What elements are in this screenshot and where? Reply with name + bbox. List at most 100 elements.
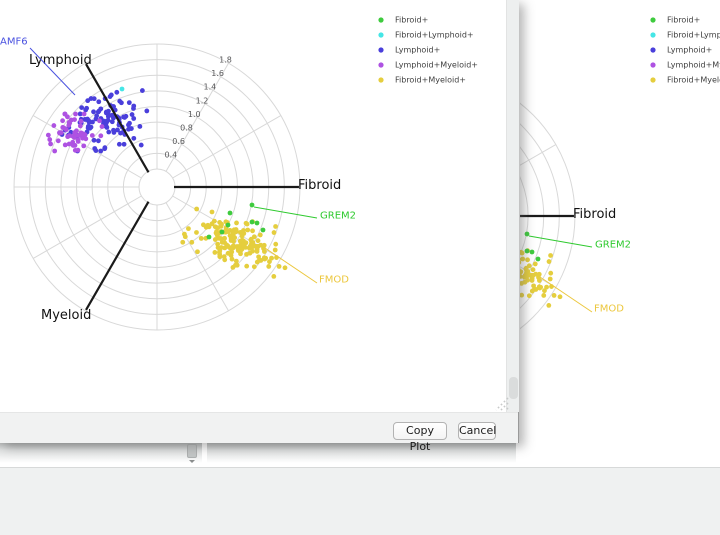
data-point (77, 111, 83, 117)
legend-swatch (650, 32, 656, 38)
category-axis (85, 63, 150, 173)
data-point (225, 250, 231, 256)
data-point (219, 229, 225, 235)
data-point (111, 127, 116, 133)
data-point (206, 234, 212, 240)
data-point (525, 257, 530, 263)
data-point (89, 133, 95, 138)
background-pane-left (0, 440, 202, 467)
data-point (218, 245, 224, 250)
data-point (536, 278, 542, 283)
data-point (90, 119, 95, 125)
data-point (70, 139, 76, 145)
radial-tick-label: 1.4 (203, 83, 216, 92)
data-point (65, 134, 71, 140)
data-point (535, 256, 541, 262)
data-point (99, 124, 105, 129)
data-point (247, 250, 253, 256)
data-point (195, 249, 200, 255)
data-point (88, 124, 94, 130)
legend-label: Lymphoid+Myeloid+ (667, 61, 720, 70)
vertical-scrollbar[interactable] (506, 0, 519, 412)
mini-scrollbar-thumb[interactable] (187, 444, 197, 458)
data-point (48, 141, 53, 147)
data-point (525, 269, 531, 274)
data-point (541, 293, 547, 298)
data-point (266, 264, 272, 269)
scrollbar-thumb[interactable] (509, 377, 518, 399)
data-point (122, 115, 128, 120)
category-axis (85, 201, 150, 311)
plot-preview-dialog: Fibroid Lymphoid Myeloid 0.4 0.6 0.8 1.0 1.2 1.4… (0, 0, 519, 453)
data-point (257, 232, 263, 238)
grid-ring (13, 43, 301, 331)
data-point (209, 209, 215, 215)
data-point (273, 224, 278, 229)
data-point (249, 202, 255, 208)
data-point (249, 219, 255, 225)
legend-swatch (650, 17, 656, 23)
data-point (529, 288, 535, 294)
data-point (62, 142, 68, 148)
data-point (200, 222, 206, 228)
legend-swatch (378, 77, 384, 83)
cancel-button[interactable]: Cancel (458, 422, 496, 440)
data-point (85, 98, 91, 104)
data-point (544, 284, 549, 290)
data-point (243, 220, 249, 226)
data-point (244, 263, 250, 269)
legend-label: Lymphoid+ (667, 46, 712, 55)
data-point (217, 254, 223, 260)
grid-spoke (32, 115, 142, 179)
data-point (229, 249, 235, 255)
data-point (241, 242, 247, 248)
data-point (252, 243, 257, 249)
radial-tick-label: 0.4 (164, 150, 177, 159)
data-point (131, 135, 137, 141)
axis-label: Fibroid (298, 178, 341, 193)
data-point (214, 230, 220, 236)
data-point (227, 210, 233, 216)
data-point (522, 272, 528, 278)
legend-label: Lymphoid+ (395, 46, 440, 55)
data-point (119, 86, 125, 92)
data-point (231, 245, 236, 251)
data-point (47, 137, 53, 142)
data-point (233, 258, 239, 264)
copy-plot-button[interactable]: Copy Plot (393, 422, 447, 453)
resize-grip[interactable] (492, 394, 509, 411)
legend-label: Fibroid+ (395, 16, 428, 25)
data-point (79, 105, 85, 110)
data-point (221, 254, 227, 259)
legend-swatch (378, 62, 384, 68)
annotation-line (528, 235, 593, 248)
data-point (114, 89, 120, 95)
data-point (104, 118, 110, 124)
triwise-scatter-plot: Fibroid Lymphoid Myeloid 0.4 0.6 0.8 1.0 1.2 1.4… (0, 16, 478, 331)
data-point (72, 117, 77, 122)
data-point (198, 236, 204, 241)
data-point (546, 259, 552, 264)
data-point (250, 228, 255, 234)
data-point (77, 123, 83, 129)
data-point (144, 108, 150, 114)
data-point (93, 148, 99, 153)
data-point (97, 118, 102, 124)
data-point (254, 259, 260, 265)
data-point (520, 268, 521, 272)
gene-label: AMF6 (0, 36, 28, 47)
legend-label: Fibroid+Lymphoid+ (667, 31, 720, 40)
data-point (137, 124, 143, 129)
data-point (225, 222, 231, 228)
data-point (542, 288, 547, 294)
radial-tick-label: 1.6 (211, 69, 224, 78)
data-point (234, 220, 239, 226)
data-point (255, 238, 261, 244)
data-point (138, 142, 144, 148)
data-point (126, 100, 132, 106)
scroll-down-arrow-icon[interactable] (189, 460, 195, 463)
data-point (522, 279, 528, 285)
data-point (282, 265, 288, 271)
legend-swatch (378, 32, 384, 38)
data-point (532, 261, 538, 267)
